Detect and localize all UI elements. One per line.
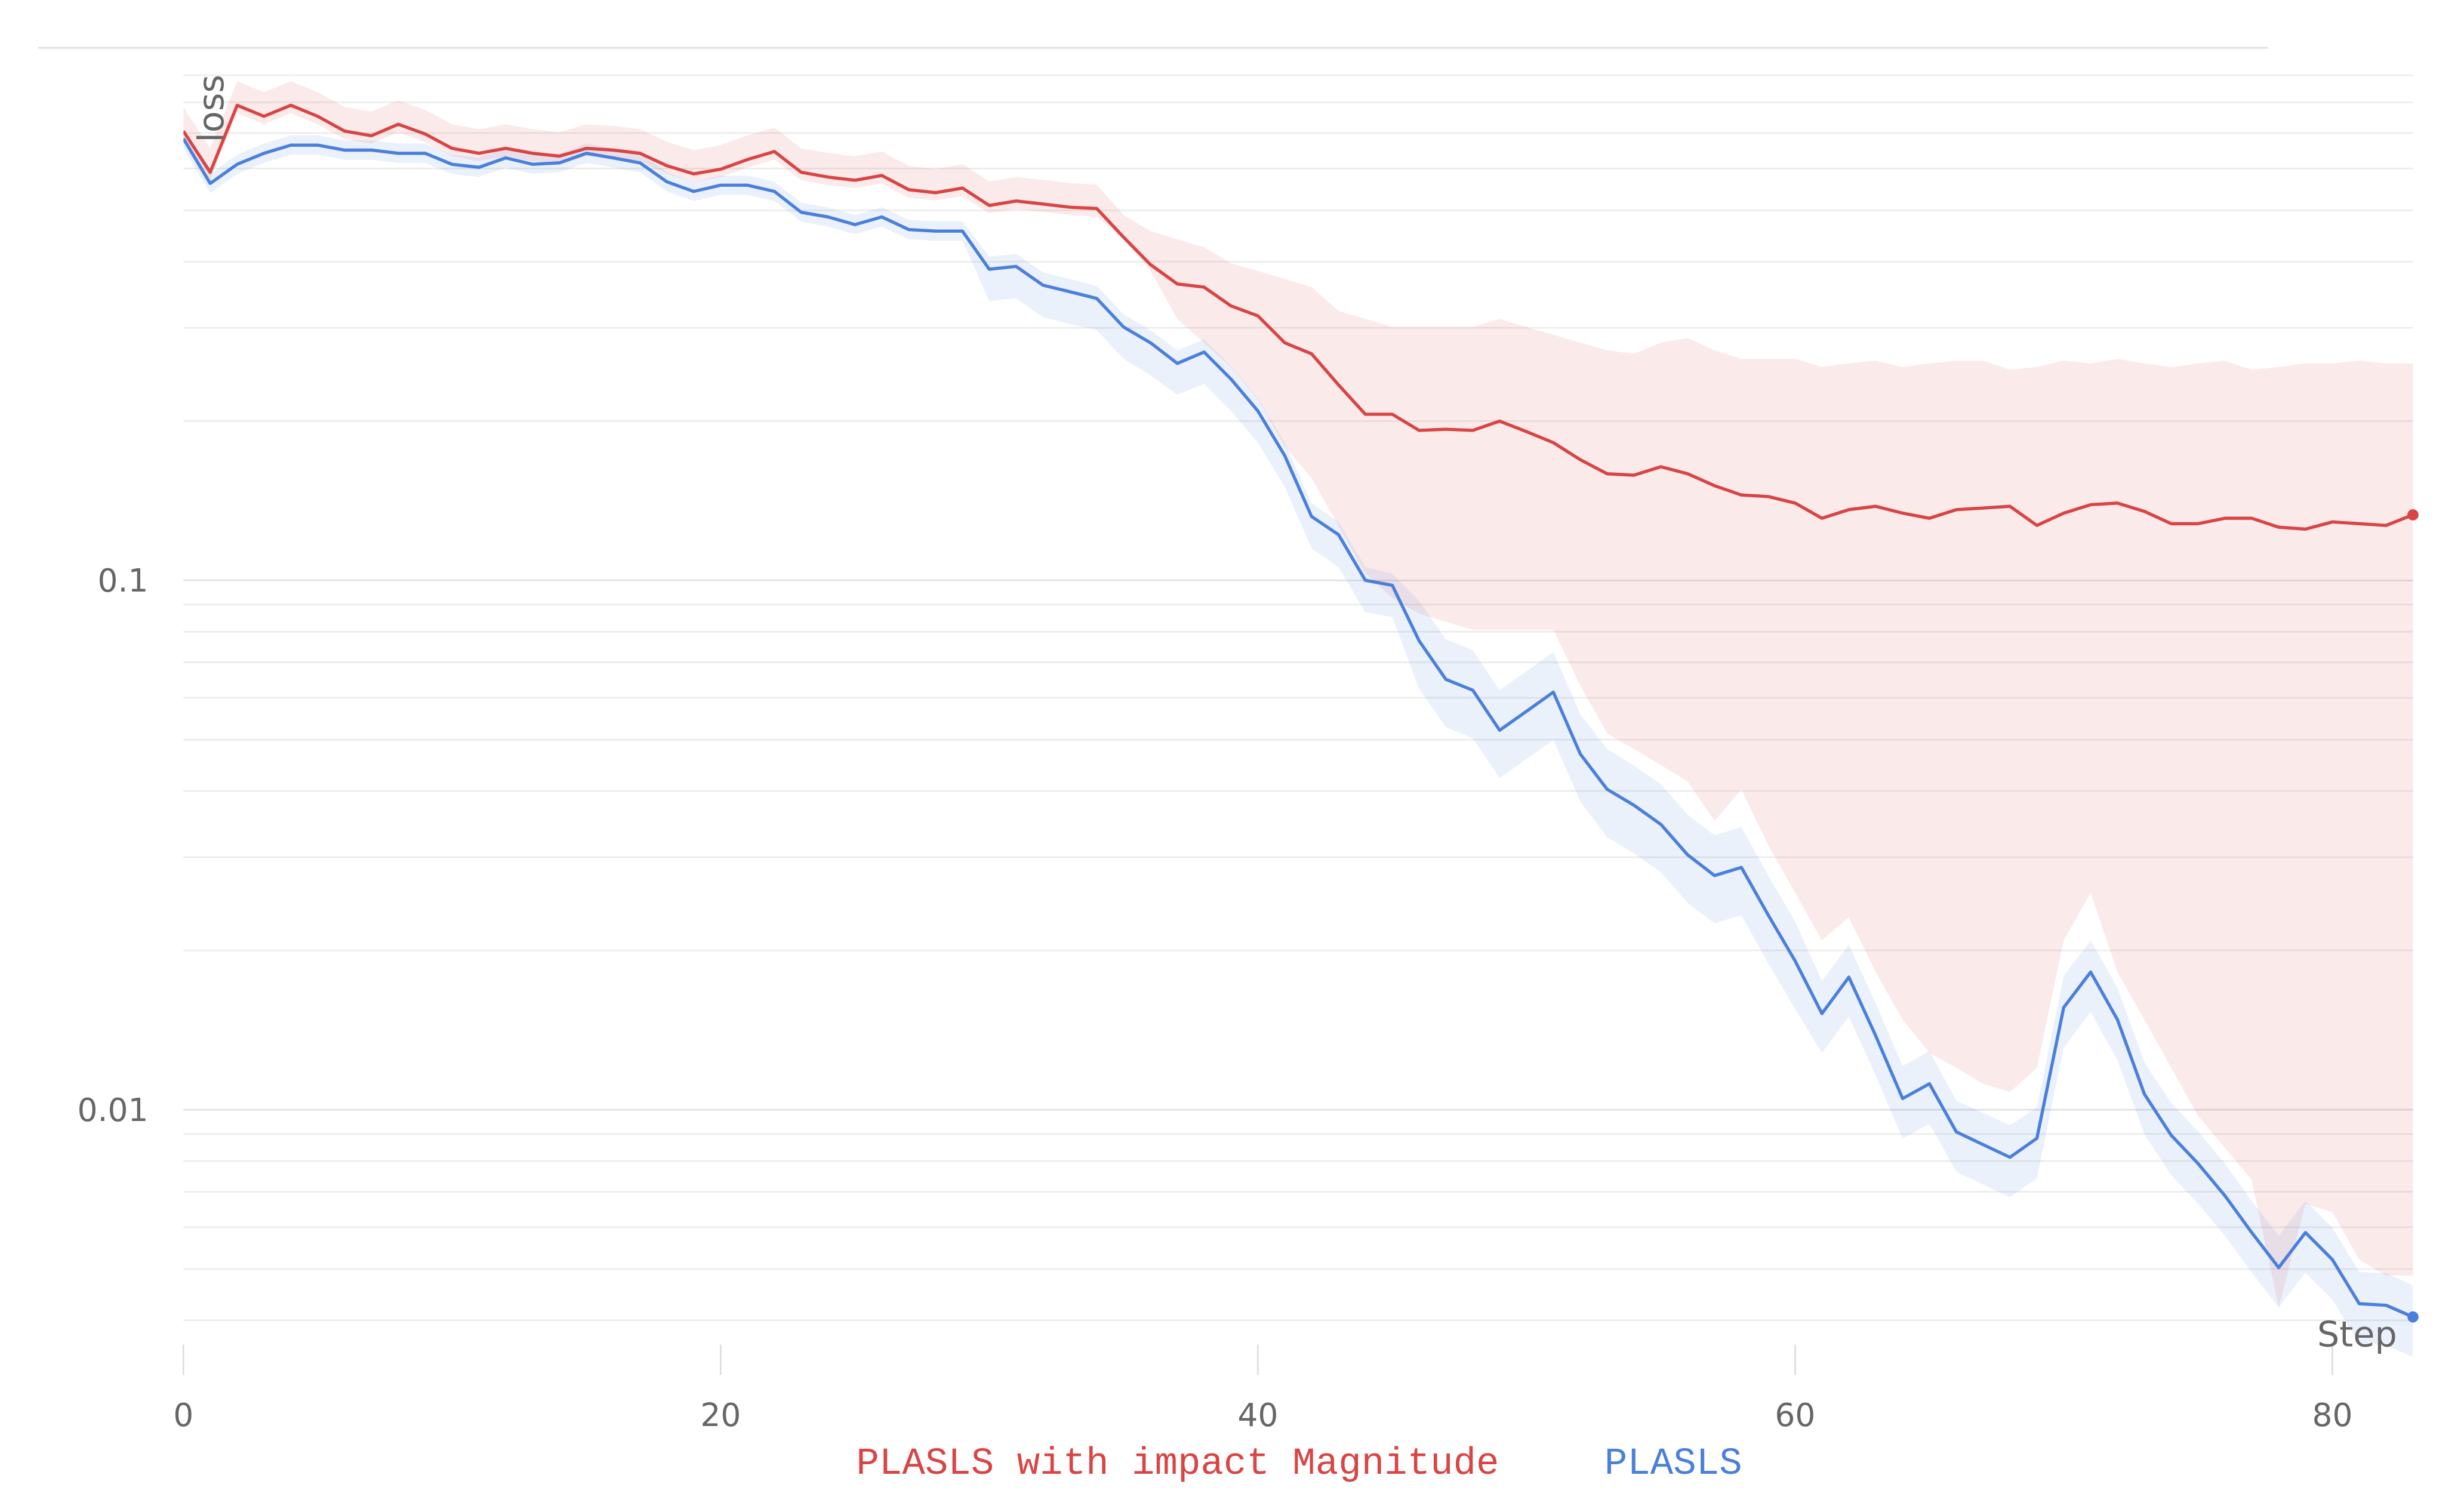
end-point (2407, 1311, 2419, 1323)
legend-entry[interactable]: PLASLS with impact Magnitude (856, 1443, 1499, 1486)
x-tick-label: 20 (700, 1396, 741, 1434)
y-tick-label: 0.1 (98, 562, 149, 599)
y-tick-label: 0.01 (78, 1091, 149, 1129)
y-axis-label: loss (190, 75, 232, 143)
end-point (2407, 509, 2419, 521)
series-line (183, 103, 2414, 531)
error-band (183, 81, 2413, 1308)
x-axis-label: Step (2317, 1313, 2397, 1354)
x-tick-label: 40 (1237, 1396, 1278, 1434)
legend-entry[interactable]: PLASLS (1604, 1443, 1742, 1486)
bands (183, 81, 2413, 1356)
lines (183, 103, 2414, 1319)
x-tick-label: 60 (1775, 1396, 1815, 1434)
x-tick-label: 0 (173, 1396, 193, 1434)
x-tick-label: 80 (2312, 1396, 2352, 1434)
axes: 0.1 0.01 0 20 40 60 80 (78, 562, 2353, 1434)
grid (183, 74, 2413, 1322)
series-line (183, 137, 2414, 1319)
